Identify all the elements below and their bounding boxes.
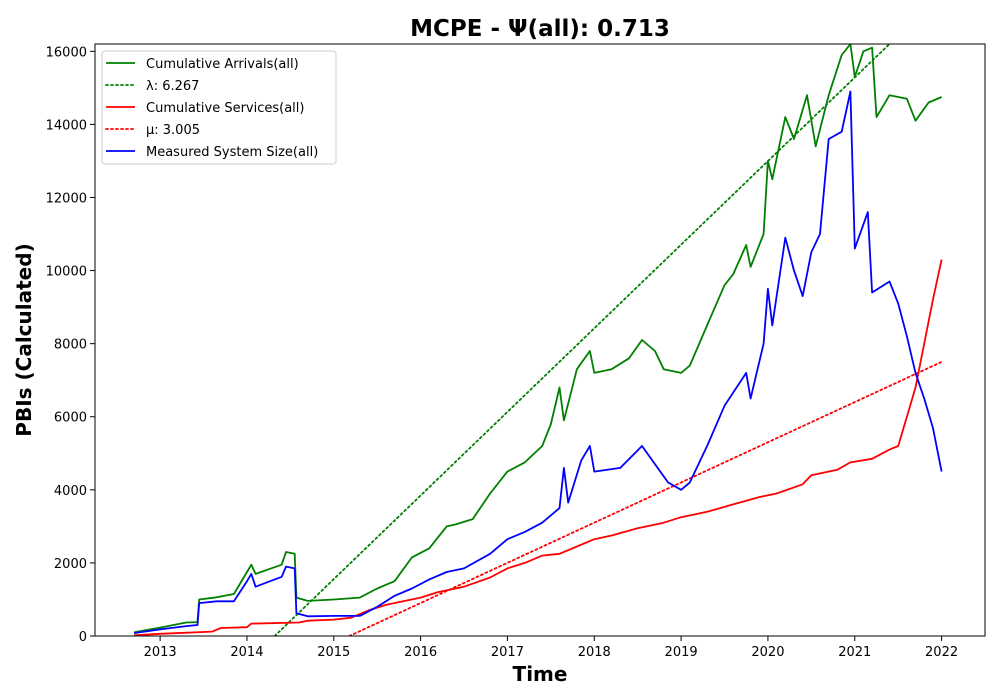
y-tick-label: 4000 xyxy=(54,484,87,499)
x-axis-title: Time xyxy=(513,662,568,686)
series-line-0 xyxy=(133,44,942,634)
y-tick-label: 2000 xyxy=(54,557,87,572)
y-tick-label: 8000 xyxy=(54,338,87,353)
legend-box xyxy=(101,50,337,165)
x-tick-label: 2015 xyxy=(317,645,350,660)
legend: Cumulative Arrivals(all) λ: 6.267 Cumulati… xyxy=(101,50,337,165)
x-tick-label: 2022 xyxy=(925,645,958,660)
legend-label-4: Measured System Size(all) xyxy=(146,145,318,160)
y-tick-label: 14000 xyxy=(46,118,87,133)
legend-label-2: Cumulative Services(all) xyxy=(146,101,304,116)
legend-label-0: Cumulative Arrivals(all) xyxy=(146,57,299,72)
series-line-4 xyxy=(133,90,943,634)
y-tick-label: 10000 xyxy=(46,265,87,280)
x-tick-label: 2014 xyxy=(230,645,263,660)
y-axis-title: PBIs (Calculated) xyxy=(12,243,36,436)
series-line-3 xyxy=(348,360,943,636)
x-tick-label: 2017 xyxy=(491,645,524,660)
y-tick-label: 12000 xyxy=(46,191,87,206)
series-line-2 xyxy=(134,259,943,636)
x-tick-label: 2020 xyxy=(751,645,784,660)
series-line-1 xyxy=(273,44,891,636)
legend-label-1: λ: 6.267 xyxy=(146,79,199,94)
legend-label-3: μ: 3.005 xyxy=(146,123,200,138)
x-axis: 2013 2014 2015 2016 2017 2018 2019 2020 2021 2022 xyxy=(144,636,958,660)
chart-title: MCPE - Ψ(all): 0.713 xyxy=(410,16,670,42)
x-tick-label: 2021 xyxy=(838,645,871,660)
y-tick-label: 0 xyxy=(79,630,87,645)
y-axis: 0 2000 4000 6000 8000 10000 12000 14000 16000 xyxy=(46,45,95,645)
x-tick-label: 2016 xyxy=(404,645,437,660)
y-tick-label: 16000 xyxy=(46,45,87,60)
plot-area xyxy=(133,44,943,636)
plot-frame xyxy=(94,43,986,637)
y-tick-label: 6000 xyxy=(54,411,87,426)
x-tick-label: 2019 xyxy=(665,645,698,660)
x-tick-label: 2013 xyxy=(144,645,177,660)
x-tick-label: 2018 xyxy=(578,645,611,660)
